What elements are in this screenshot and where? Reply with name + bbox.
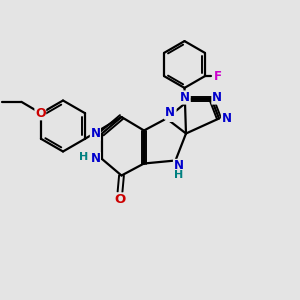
Text: N: N	[166, 108, 176, 122]
Text: N: N	[90, 152, 100, 166]
Text: H: H	[80, 152, 88, 162]
Text: N: N	[221, 112, 232, 125]
Text: N: N	[164, 106, 175, 119]
Text: O: O	[35, 107, 46, 120]
Text: H: H	[174, 170, 183, 180]
Text: N: N	[173, 159, 184, 172]
Text: O: O	[114, 193, 126, 206]
Text: N: N	[90, 127, 100, 140]
Text: N: N	[180, 91, 190, 104]
Text: F: F	[214, 70, 222, 83]
Text: N: N	[212, 91, 222, 104]
